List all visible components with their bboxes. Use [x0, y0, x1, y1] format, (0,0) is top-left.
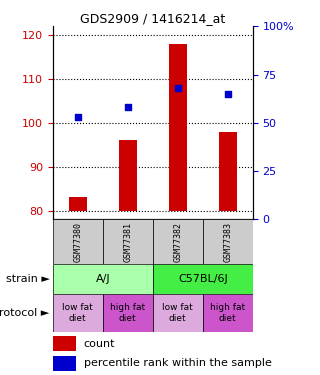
Bar [153, 219, 203, 264]
Text: GSM77381: GSM77381 [123, 222, 132, 262]
Bar [153, 294, 203, 332]
Bar [153, 264, 253, 294]
Text: GSM77380: GSM77380 [73, 222, 82, 262]
Bar [169, 44, 187, 211]
Text: GSM77383: GSM77383 [223, 222, 232, 262]
Bar [69, 197, 86, 211]
Bar [119, 140, 137, 211]
Text: high fat
diet: high fat diet [210, 303, 245, 323]
Bar [53, 294, 103, 332]
Text: GSM77382: GSM77382 [173, 222, 182, 262]
Text: low fat
diet: low fat diet [163, 303, 193, 323]
Bar [103, 219, 153, 264]
Text: A/J: A/J [95, 274, 110, 284]
Bar [53, 264, 153, 294]
Text: count: count [84, 339, 115, 349]
Point [125, 104, 130, 110]
Text: C57BL/6J: C57BL/6J [178, 274, 228, 284]
Text: percentile rank within the sample: percentile rank within the sample [84, 358, 272, 368]
Bar [53, 336, 76, 351]
Text: high fat
diet: high fat diet [110, 303, 145, 323]
Point [175, 85, 180, 91]
Bar [53, 356, 76, 370]
Text: strain ►: strain ► [6, 274, 50, 284]
Bar [103, 294, 153, 332]
Point [225, 91, 230, 97]
Bar [219, 132, 236, 211]
Text: protocol ►: protocol ► [0, 308, 50, 318]
Point [75, 114, 80, 120]
Bar [203, 219, 253, 264]
Text: low fat
diet: low fat diet [62, 303, 93, 323]
Title: GDS2909 / 1416214_at: GDS2909 / 1416214_at [80, 12, 225, 25]
Bar [53, 219, 103, 264]
Bar [203, 294, 253, 332]
